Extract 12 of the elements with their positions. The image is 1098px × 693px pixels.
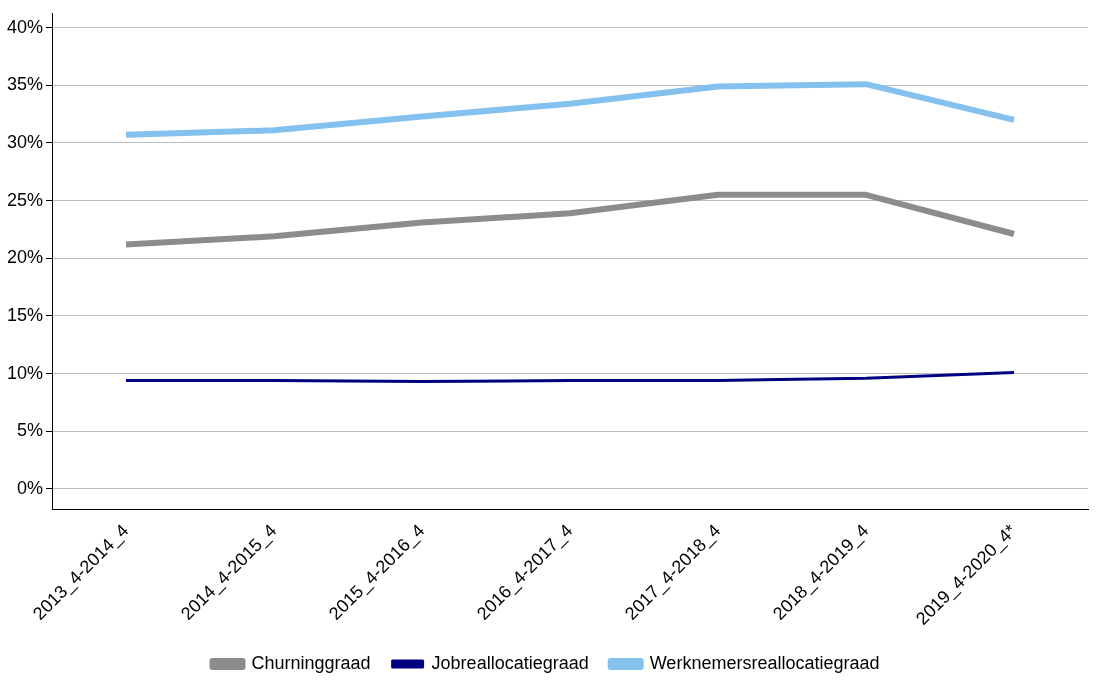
y-tick-label: 20% [7, 247, 44, 268]
y-tick-label: 15% [7, 304, 44, 325]
legend-label: Jobreallocatiegraad [431, 652, 589, 673]
y-tick-label: 25% [7, 189, 44, 210]
y-tick-label: 0% [17, 477, 44, 498]
y-tick-label: 30% [7, 131, 44, 152]
legend-label: Churninggraad [251, 652, 371, 673]
y-tick-label: 35% [7, 74, 44, 95]
y-tick-label: 40% [7, 16, 44, 37]
y-tick-label: 5% [17, 420, 44, 441]
legend-label: Werknemersreallocatiegraad [649, 652, 880, 673]
y-tick-label: 10% [7, 362, 44, 383]
